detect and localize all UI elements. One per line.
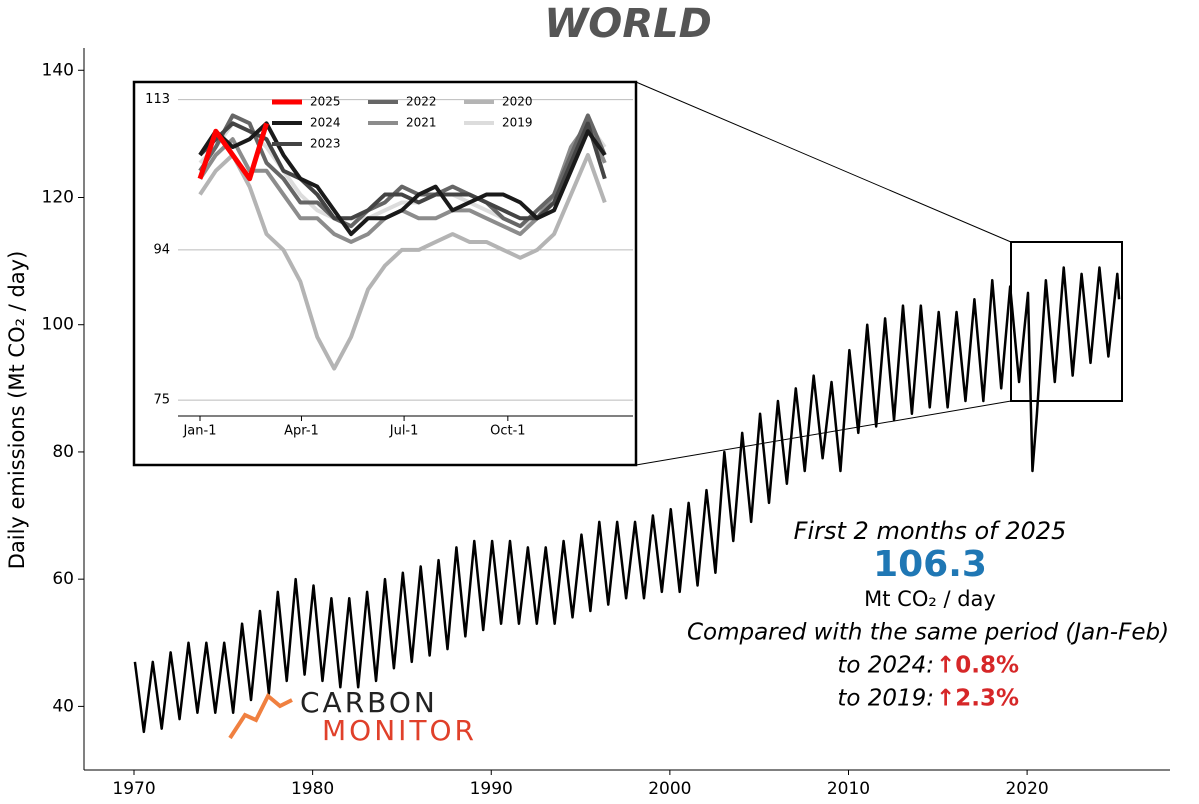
annotation-compare: Compared with the same period (Jan-Feb) bbox=[687, 620, 1169, 646]
logo-mark bbox=[228, 692, 293, 740]
logo-text: CARBON bbox=[300, 686, 438, 719]
zoom-box bbox=[1010, 241, 1123, 402]
legend-label: 2019 bbox=[502, 116, 533, 130]
legend-label: 2021 bbox=[406, 116, 437, 130]
series-line bbox=[198, 152, 607, 371]
annotation: First 2 months of 2025 106.3 Mt CO₂ / da… bbox=[687, 517, 1169, 712]
y-tick-label: 120 bbox=[42, 187, 74, 207]
series-line bbox=[197, 122, 269, 182]
annotation-change: ↑2.3% bbox=[936, 686, 1019, 712]
x-tick-label: 1970 bbox=[112, 779, 155, 799]
zoom-connector bbox=[635, 400, 1012, 466]
x-tick-label: Apr-1 bbox=[284, 424, 319, 439]
annotation-change: ↑0.8% bbox=[936, 653, 1019, 679]
y-tick-label: 80 bbox=[52, 442, 74, 462]
logo: CARBON MONITOR bbox=[228, 686, 477, 747]
x-tick-label: 1980 bbox=[291, 779, 334, 799]
x-tick-label: 2020 bbox=[1005, 779, 1048, 799]
x-tick-label: 2000 bbox=[648, 779, 691, 799]
annotation-headline: First 2 months of 2025 bbox=[794, 517, 1067, 545]
y-tick-label: 75 bbox=[153, 393, 170, 408]
annotation-value: 106.3 bbox=[873, 544, 987, 585]
inset-plot: 75 94 113 Jan-1 Apr-1 Jul-1 Oct-1 2025 2024 2023 2… bbox=[145, 92, 633, 439]
y-tick-label: 113 bbox=[145, 92, 170, 107]
legend-label: 2024 bbox=[310, 116, 341, 130]
annotation-label: to 2024: bbox=[837, 653, 934, 679]
series-line bbox=[198, 113, 607, 229]
main-plot: 40 60 80 100 120 140 1970 1980 1990 2000 2010 2020 bbox=[42, 60, 1121, 799]
x-tick-label: Jan-1 bbox=[182, 424, 216, 439]
zoom-connector bbox=[635, 81, 1012, 243]
y-tick-label: 60 bbox=[52, 569, 74, 589]
chart-title: WORLD bbox=[544, 1, 712, 47]
legend-label: 2023 bbox=[310, 137, 341, 151]
logo-text: MONITOR bbox=[322, 714, 477, 747]
annotation-unit: Mt CO₂ / day bbox=[864, 587, 996, 611]
x-tick-label: Jul-1 bbox=[389, 424, 419, 439]
x-tick-label: 1990 bbox=[470, 779, 513, 799]
annotation-label: to 2019: bbox=[837, 686, 934, 712]
legend-label: 2022 bbox=[406, 95, 437, 109]
series-line bbox=[133, 266, 1121, 734]
legend-label: 2020 bbox=[502, 95, 533, 109]
y-tick-label: 94 bbox=[153, 242, 170, 257]
y-tick-label: 40 bbox=[52, 696, 74, 716]
y-tick-label: 100 bbox=[42, 315, 74, 335]
y-axis-label: Daily emissions (Mt CO₂ / day) bbox=[5, 251, 29, 570]
x-tick-label: 2010 bbox=[827, 779, 870, 799]
y-tick-label: 140 bbox=[42, 60, 74, 80]
x-tick-label: Oct-1 bbox=[490, 424, 525, 439]
legend-label: 2025 bbox=[310, 95, 341, 109]
